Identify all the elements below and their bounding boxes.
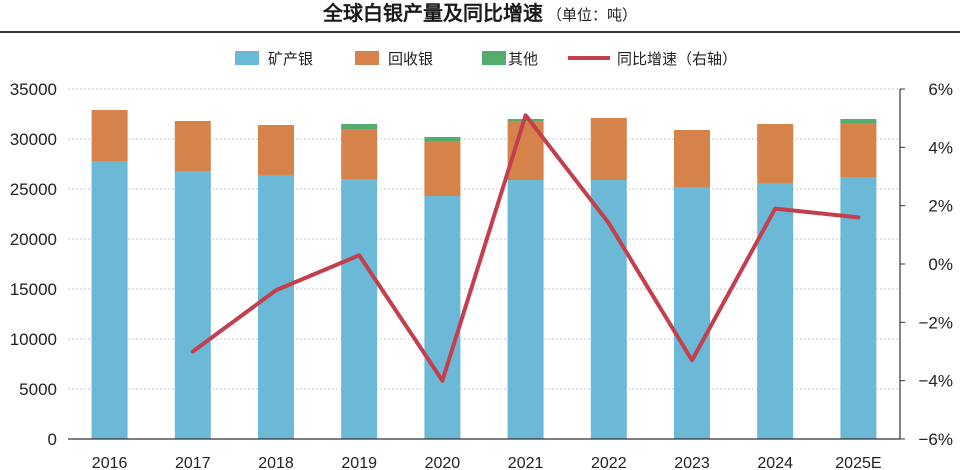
bar-mine-2017 (174, 171, 211, 439)
chart-title: 全球白银产量及同比增速 （单位：吨） (322, 1, 637, 25)
right-tick-label: −6% (919, 430, 954, 449)
x-tick-label: 2017 (175, 455, 211, 470)
bar-mine-2021 (507, 180, 544, 439)
left-tick-label: 30000 (10, 130, 57, 149)
x-tick-label: 2022 (591, 455, 627, 470)
chart-title-main: 全球白银产量及同比增速 (322, 1, 543, 25)
growth-line-layer (190, 113, 861, 383)
legend-growth: 同比增速（右轴） (568, 50, 737, 68)
legend-mine-swatch (235, 51, 259, 65)
legend-recycle: 回收银 (355, 50, 433, 68)
legend-other-label: 其他 (508, 50, 538, 68)
x-tick-label: 2020 (425, 455, 461, 470)
bar-recycle-2018 (258, 125, 294, 175)
x-tick-label: 2023 (674, 455, 710, 470)
left-tick-label: 35000 (10, 80, 57, 99)
legend-mine: 矿产银 (235, 50, 313, 68)
bar-mine-2023 (674, 187, 710, 439)
bar-other-2019 (341, 124, 378, 129)
bar-recycle-2017 (174, 121, 211, 171)
bar-other-2020 (424, 137, 461, 141)
bar-mine-2020 (424, 196, 461, 439)
chart-title-unit: （单位：吨） (547, 6, 637, 24)
left-tick-label: 10000 (10, 330, 57, 349)
legend-growth-label: 同比增速（右轴） (617, 50, 737, 68)
bar-other-2025E (840, 119, 877, 123)
bar-recycle-2022 (590, 118, 627, 180)
right-tick-label: 4% (928, 138, 953, 157)
left-tick-label: 25000 (10, 180, 57, 199)
bar-recycle-2020 (424, 141, 461, 196)
bar-recycle-2023 (674, 130, 710, 187)
legend-recycle-swatch (355, 51, 379, 65)
x-tick-label: 2025E (835, 455, 881, 470)
legend-other: 其他 (482, 50, 538, 68)
left-tick-label: 5000 (19, 380, 57, 399)
bar-recycle-2019 (341, 129, 378, 179)
x-tick-label: 2019 (341, 455, 377, 470)
bar-mine-2025E (840, 177, 877, 439)
left-tick-label: 15000 (10, 280, 57, 299)
axes: 0 5000 10000 15000 20000 25000 30000 35000 −6% −4… (10, 80, 953, 470)
right-tick-label: −2% (919, 313, 954, 332)
legend-mine-label: 矿产银 (268, 50, 313, 68)
x-tick-label: 2024 (757, 455, 793, 470)
right-tick-label: 0% (928, 255, 953, 274)
bar-mine-2016 (91, 161, 128, 439)
bar-mine-2019 (341, 179, 378, 439)
legend: 矿产银 回收银 其他 同比增速（右轴） (235, 50, 737, 68)
left-tick-label: 20000 (10, 230, 57, 249)
x-tick-label: 2018 (258, 455, 294, 470)
left-tick-label: 0 (48, 430, 57, 449)
legend-other-swatch (482, 51, 506, 65)
bar-mine-2022 (590, 180, 627, 439)
right-tick-label: −4% (919, 372, 954, 391)
bar-recycle-2016 (91, 110, 128, 161)
bars (91, 110, 877, 439)
bar-recycle-2024 (757, 124, 794, 183)
x-tick-label: 2016 (92, 455, 128, 470)
bar-mine-2024 (757, 183, 794, 439)
bar-recycle-2025E (840, 123, 877, 177)
x-tick-label: 2021 (508, 455, 544, 470)
legend-recycle-label: 回收银 (388, 50, 433, 68)
right-tick-label: 2% (928, 197, 953, 216)
bar-mine-2018 (258, 175, 294, 439)
right-tick-label: 6% (928, 80, 953, 99)
